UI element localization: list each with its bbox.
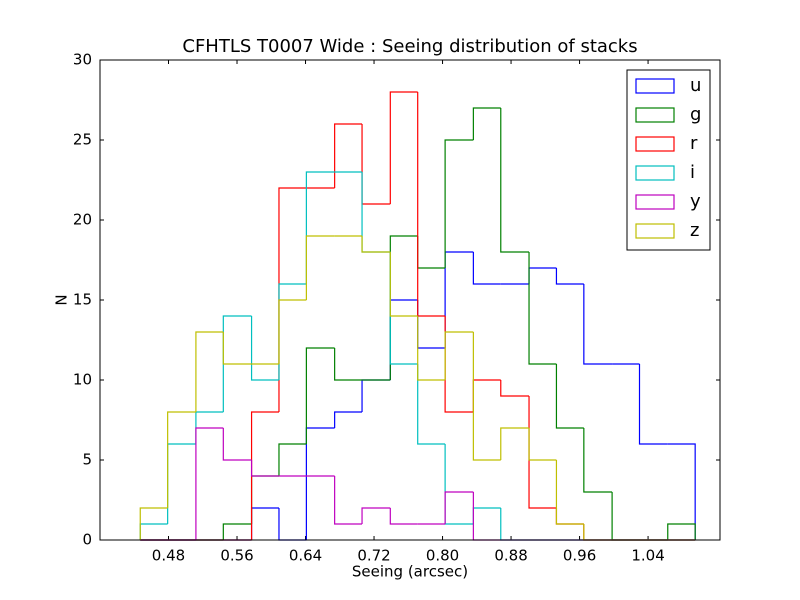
histogram-step [444, 491, 474, 524]
histogram-step [334, 123, 363, 188]
plot-frame [99, 59, 721, 541]
histogram-step [222, 523, 252, 540]
x-tick-label: 0.88 [494, 547, 527, 565]
histogram-step [472, 252, 501, 285]
legend-swatch [635, 165, 675, 181]
histogram-step [528, 428, 557, 461]
legend-swatch [635, 194, 675, 210]
histogram-step [638, 364, 668, 445]
histogram-step [444, 139, 474, 268]
legend-label: y [690, 191, 701, 212]
legend-label: r [690, 133, 698, 154]
legend-label: i [690, 162, 695, 183]
histogram-step [305, 235, 335, 300]
histogram-step [444, 331, 474, 380]
x-tick-label: 0.56 [220, 547, 253, 565]
legend-label: g [690, 104, 701, 125]
histogram-step [361, 507, 391, 524]
histogram-step [528, 252, 557, 365]
histogram-step [195, 427, 224, 540]
histogram-step [389, 508, 418, 525]
x-tick-label: 0.80 [426, 547, 459, 565]
legend-swatch [635, 78, 675, 94]
histogram-step [417, 316, 446, 381]
y-tick-label: 0 [82, 531, 92, 549]
histogram-step [250, 411, 279, 540]
histogram-step [555, 268, 584, 285]
x-tick-label: 0.96 [563, 547, 596, 565]
legend-label: u [690, 75, 701, 96]
histogram-step [305, 347, 335, 444]
y-tick-label: 30 [73, 51, 92, 69]
histogram-step [472, 107, 501, 140]
x-axis-label: Seeing (arcsec) [352, 563, 468, 581]
histogram-step [583, 284, 613, 365]
histogram-step [222, 315, 252, 412]
histogram-step [334, 476, 363, 525]
histogram-step [222, 428, 252, 461]
histogram-step [667, 523, 696, 540]
histogram-step [278, 443, 307, 476]
histogram-step [195, 331, 224, 412]
y-tick-label: 20 [73, 211, 92, 229]
histogram-step [500, 108, 530, 253]
histogram-step [472, 332, 501, 461]
histogram-step [167, 411, 196, 508]
histogram-step [583, 428, 613, 493]
y-tick-label: 15 [73, 291, 92, 309]
y-tick-label: 10 [73, 371, 92, 389]
histogram-step [500, 380, 530, 397]
histogram-step [500, 427, 530, 460]
histogram-step [278, 299, 307, 364]
x-tick-label: 0.64 [289, 547, 322, 565]
histogram-step [555, 364, 584, 429]
x-tick-label: 0.48 [152, 547, 185, 565]
legend-swatch [635, 107, 675, 123]
histogram-step [222, 332, 252, 365]
legend-label: z [690, 220, 699, 241]
x-tick-label: 1.04 [631, 547, 664, 565]
y-tick-label: 5 [82, 451, 92, 469]
y-tick-label: 25 [73, 131, 92, 149]
histogram-step [139, 507, 168, 540]
histogram-step [334, 348, 363, 381]
histogram-step [667, 443, 696, 540]
y-axis-label: N [53, 294, 71, 305]
histogram-step [334, 411, 363, 428]
histogram-step [389, 252, 418, 317]
histogram-step [417, 364, 446, 445]
x-tick-label: 0.72 [357, 547, 390, 565]
legend-swatch [635, 136, 675, 152]
legend-swatch [635, 223, 675, 239]
histogram-step [250, 316, 279, 381]
histogram-step [250, 460, 279, 477]
histogram-step [361, 236, 391, 253]
legend-box [626, 69, 711, 251]
histogram-step [389, 91, 418, 204]
chart-title: CFHTLS T0007 Wide : Seeing distribution … [182, 36, 637, 57]
histogram-step [555, 460, 584, 525]
